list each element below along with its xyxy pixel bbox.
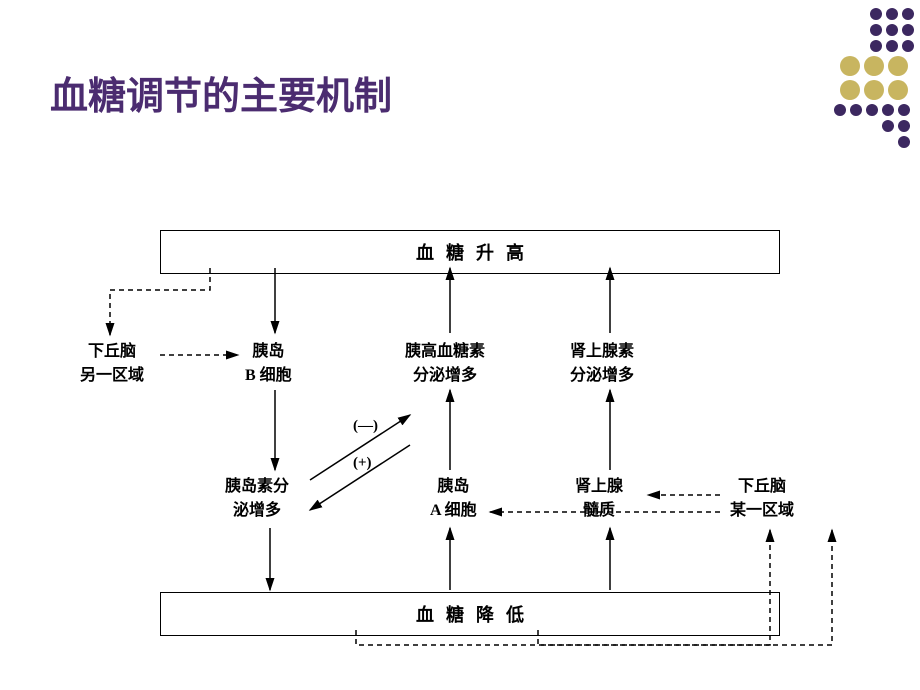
node-line1: 下丘脑: [738, 478, 786, 495]
node-line2: B 细胞: [245, 367, 292, 384]
decor-dot: [886, 8, 898, 20]
decor-dot: [902, 8, 914, 20]
decor-dot: [886, 40, 898, 52]
node-line1: 胰高血糖素: [405, 343, 485, 360]
decor-dot: [870, 8, 882, 20]
box-blood-sugar-high: 血糖升高: [160, 230, 780, 274]
node-line1: 下丘脑: [88, 343, 136, 360]
decor-dot: [870, 24, 882, 36]
node-b-cell: 胰岛 B 细胞: [245, 340, 292, 388]
node-line2: 某一区域: [730, 502, 794, 519]
node-hypothalamus-left: 下丘脑 另一区域: [80, 340, 144, 388]
decor-dot: [888, 80, 908, 100]
arrows-layer: [50, 230, 870, 650]
node-line2: 另一区域: [80, 367, 144, 384]
decor-dot: [864, 80, 884, 100]
decor-dot: [870, 40, 882, 52]
decor-dot: [840, 80, 860, 100]
annotation-plus: (+): [353, 455, 372, 472]
node-line1: 胰岛: [252, 343, 284, 360]
node-line1: 肾上腺: [575, 478, 623, 495]
decor-dot: [882, 104, 894, 116]
node-adrenal-medulla: 肾上腺 髓质: [575, 475, 623, 523]
node-line2: A 细胞: [430, 502, 477, 519]
decor-dot: [840, 56, 860, 76]
node-line1: 胰岛素分: [225, 478, 289, 495]
decor-dot: [898, 120, 910, 132]
decor-dot: [882, 120, 894, 132]
node-line2: 泌增多: [233, 502, 281, 519]
decor-dot: [898, 104, 910, 116]
box-blood-sugar-low: 血糖降低: [160, 592, 780, 636]
decor-dot: [902, 24, 914, 36]
decor-dot: [888, 56, 908, 76]
annotation-minus: (—): [353, 418, 378, 435]
node-glucagon-up: 胰高血糖素 分泌增多: [405, 340, 485, 388]
node-insulin-up: 胰岛素分 泌增多: [225, 475, 289, 523]
decor-dot: [834, 104, 846, 116]
decor-dot: [850, 104, 862, 116]
decor-dot: [902, 40, 914, 52]
node-line2: 分泌增多: [413, 367, 477, 384]
node-line1: 胰岛: [437, 478, 469, 495]
node-adrenaline-up: 肾上腺素 分泌增多: [570, 340, 634, 388]
slide-title: 血糖调节的主要机制: [50, 65, 392, 120]
diagram-area: 血糖升高 血糖降低 下丘脑 另一区域 胰岛 B 细胞 胰高血糖素 分泌增多 肾上…: [50, 230, 870, 650]
decor-dot: [886, 24, 898, 36]
node-line2: 分泌增多: [570, 367, 634, 384]
node-line2: 髓质: [583, 502, 615, 519]
corner-decoration: [640, 0, 920, 200]
decor-dot: [898, 136, 910, 148]
node-hypothalamus-right: 下丘脑 某一区域: [730, 475, 794, 523]
node-a-cell: 胰岛 A 细胞: [430, 475, 477, 523]
decor-dot: [864, 56, 884, 76]
decor-dot: [866, 104, 878, 116]
node-line1: 肾上腺素: [570, 343, 634, 360]
